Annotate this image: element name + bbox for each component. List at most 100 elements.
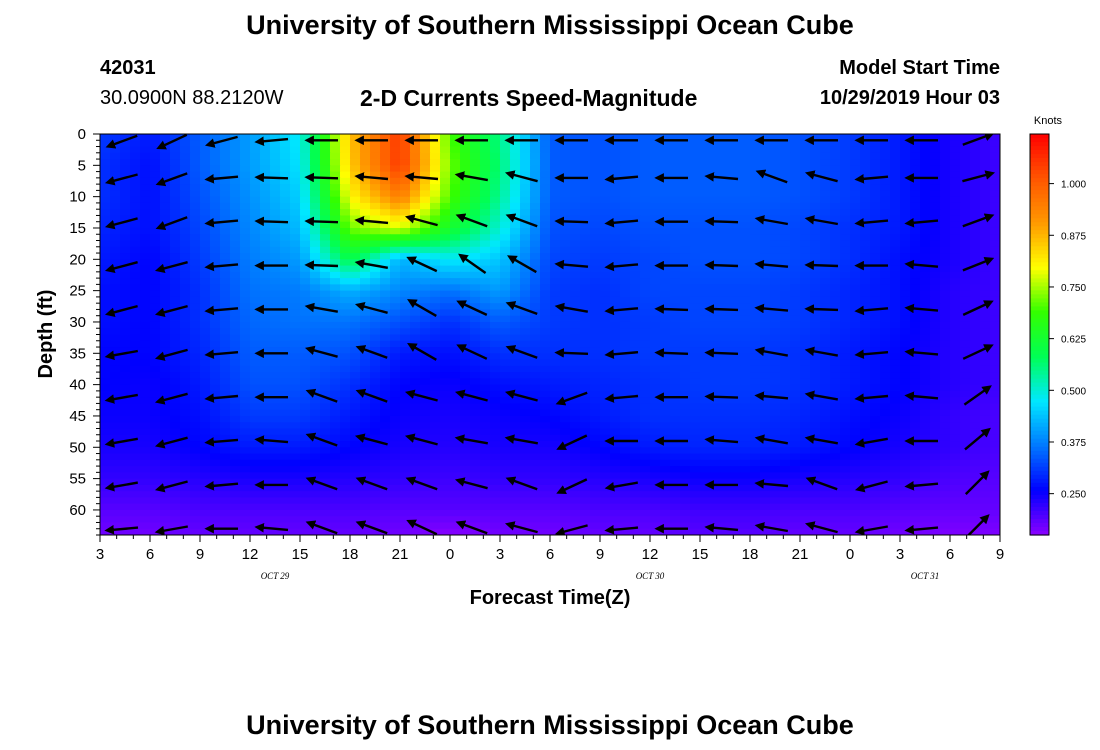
heatmap-cell	[110, 171, 121, 179]
heatmap-cell	[820, 328, 831, 336]
heatmap-cell	[500, 134, 511, 141]
heatmap-cell	[230, 353, 241, 361]
heatmap-cell	[170, 227, 181, 235]
heatmap-cell	[670, 265, 681, 273]
heatmap-cell	[430, 215, 441, 223]
heatmap-cell	[260, 478, 271, 486]
heatmap-cell	[610, 190, 621, 198]
heatmap-cell	[670, 296, 681, 304]
heatmap-cell	[240, 390, 251, 398]
heatmap-cell	[690, 328, 701, 336]
heatmap-cell	[270, 334, 281, 342]
heatmap-cell	[630, 441, 641, 448]
heatmap-cell	[360, 234, 371, 242]
heatmap-cell	[760, 227, 771, 235]
heatmap-cell	[730, 159, 741, 166]
heatmap-cell	[730, 378, 741, 386]
heatmap-cell	[850, 321, 861, 329]
heatmap-cell	[950, 372, 961, 379]
heatmap-cell	[880, 409, 891, 417]
heatmap-cell	[930, 403, 941, 411]
heatmap-cell	[840, 422, 851, 430]
heatmap-cell	[140, 184, 151, 191]
heatmap-cell	[430, 171, 441, 179]
heatmap-cell	[370, 415, 381, 423]
heatmap-cell	[160, 466, 171, 473]
heatmap-cell	[760, 184, 771, 191]
heatmap-cell	[460, 453, 471, 461]
heatmap-cell	[250, 240, 261, 248]
heatmap-cell	[130, 441, 141, 448]
heatmap-cell	[950, 184, 961, 191]
heatmap-cell	[220, 209, 231, 217]
heatmap-cell	[610, 196, 621, 204]
heatmap-cell	[100, 246, 111, 254]
heatmap-cell	[690, 340, 701, 348]
heatmap-cell	[850, 265, 861, 273]
heatmap-cell	[840, 234, 851, 242]
heatmap-cell	[480, 309, 491, 317]
heatmap-cell	[650, 309, 661, 317]
heatmap-cell	[130, 202, 141, 210]
heatmap-cell	[860, 134, 871, 141]
heatmap-cell	[130, 177, 141, 185]
heatmap-cell	[490, 296, 501, 304]
heatmap-cell	[870, 334, 881, 342]
heatmap-cell	[110, 328, 121, 336]
heatmap-cell	[230, 365, 241, 373]
heatmap-cell	[430, 309, 441, 317]
heatmap-cell	[420, 246, 431, 254]
heatmap-cell	[470, 478, 481, 486]
heatmap-cell	[210, 478, 221, 486]
heatmap-cell	[210, 415, 221, 423]
heatmap-cell	[740, 397, 751, 405]
heatmap-cell	[900, 328, 911, 336]
heatmap-cell	[450, 390, 461, 398]
heatmap-cell	[370, 246, 381, 254]
heatmap-cell	[300, 290, 311, 298]
heatmap-cell	[810, 422, 821, 430]
heatmap-cell	[460, 403, 471, 411]
heatmap-cell	[180, 403, 191, 411]
heatmap-cell	[690, 466, 701, 473]
heatmap-cell	[220, 334, 231, 342]
heatmap-cell	[160, 209, 171, 217]
heatmap-cell	[170, 384, 181, 392]
heatmap-cell	[110, 372, 121, 379]
heatmap-cell	[640, 390, 651, 398]
heatmap-cell	[450, 315, 461, 323]
heatmap-cell	[540, 472, 551, 480]
heatmap-cell	[460, 284, 471, 292]
heatmap-cell	[390, 372, 401, 379]
heatmap-cell	[120, 246, 131, 254]
heatmap-cell	[140, 447, 151, 455]
heatmap-cell	[710, 184, 721, 191]
heatmap-cell	[320, 340, 331, 348]
heatmap-cell	[320, 428, 331, 436]
heatmap-cell	[680, 227, 691, 235]
heatmap-cell	[100, 265, 111, 273]
heatmap-cell	[110, 146, 121, 154]
heatmap-cell	[890, 278, 901, 285]
heatmap-cell	[890, 165, 901, 173]
heatmap-cell	[110, 434, 121, 442]
heatmap-cell	[570, 403, 581, 411]
heatmap-cell	[600, 227, 611, 235]
heatmap-cell	[210, 296, 221, 304]
heatmap-cell	[650, 152, 661, 160]
heatmap-cell	[140, 309, 151, 317]
heatmap-cell	[660, 415, 671, 423]
heatmap-cell	[300, 434, 311, 442]
heatmap-cell	[120, 459, 131, 467]
heatmap-cell	[200, 422, 211, 430]
heatmap-cell	[910, 202, 921, 210]
heatmap-cell	[270, 259, 281, 267]
heatmap-cell	[410, 290, 421, 298]
heatmap-cell	[130, 428, 141, 436]
heatmap-cell	[890, 372, 901, 379]
heatmap-cell	[110, 190, 121, 198]
heatmap-cell	[340, 259, 351, 267]
heatmap-cell	[870, 434, 881, 442]
heatmap-cell	[280, 284, 291, 292]
heatmap-cell	[600, 397, 611, 405]
